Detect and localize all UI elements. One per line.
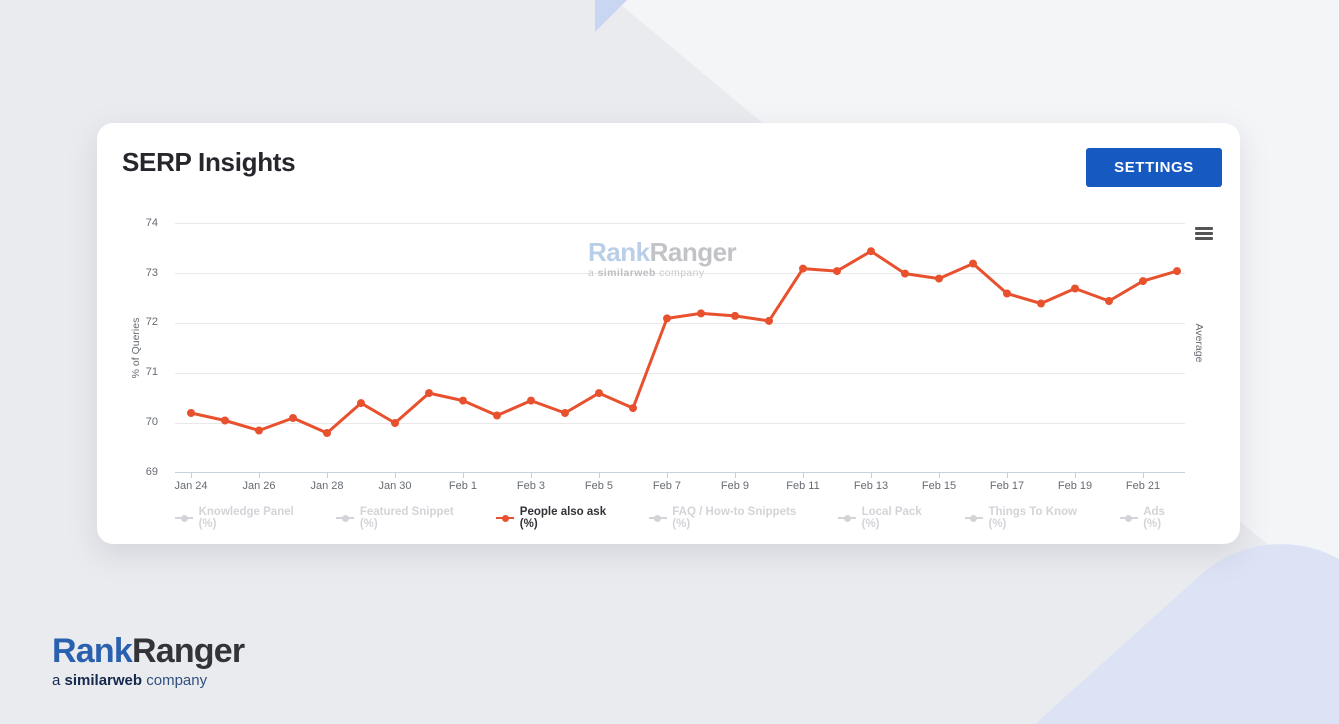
export-menu-icon[interactable]	[1195, 227, 1213, 240]
legend-item-label: Ads (%)	[1143, 506, 1165, 530]
legend-marker-icon	[1119, 514, 1138, 522]
legend-item-faq-how-to-snippets[interactable]: FAQ / How-to Snippets (%)	[648, 506, 814, 530]
legend-marker-icon	[964, 514, 983, 522]
legend-item-label: People also ask (%)	[519, 506, 607, 530]
footer-logo-brand: RankRanger	[52, 632, 245, 670]
legend-item-label: FAQ / How-to Snippets (%)	[672, 506, 797, 530]
legend-marker-icon	[648, 514, 667, 522]
legend-item-featured-snippet[interactable]: Featured Snippet (%)	[336, 506, 472, 530]
legend-item-local-pack[interactable]: Local Pack (%)	[838, 506, 941, 530]
right-axis-title: Average	[1193, 323, 1205, 363]
y-axis-title: % of Queries	[130, 317, 142, 379]
legend-item-knowledge-panel[interactable]: Knowledge Panel (%)	[175, 506, 312, 530]
footer-logo-tagline: a similarweb company	[52, 672, 208, 689]
chart-legend: Knowledge Panel (%) Featured Snippet (%) P…	[175, 506, 1185, 530]
legend-item-people-also-ask[interactable]: People also ask (%)	[496, 506, 625, 530]
serp-insights-card	[97, 123, 1240, 544]
legend-item-label: Featured Snippet (%)	[359, 506, 454, 530]
legend-marker-icon	[336, 514, 355, 522]
legend-marker-icon	[496, 514, 515, 522]
page-title: SERP Insights	[122, 147, 296, 177]
legend-item-label: Knowledge Panel (%)	[198, 506, 294, 530]
legend-marker-icon	[838, 514, 857, 522]
footer-logo: RankRanger a similarweb company	[52, 632, 245, 689]
legend-item-things-to-know[interactable]: Things To Know (%)	[964, 506, 1096, 530]
legend-item-ads[interactable]: Ads (%)	[1119, 506, 1185, 530]
settings-button[interactable]: SETTINGS	[1086, 148, 1222, 187]
legend-item-label: Things To Know (%)	[988, 506, 1078, 530]
legend-marker-icon	[175, 514, 193, 522]
legend-item-label: Local Pack (%)	[861, 506, 922, 530]
